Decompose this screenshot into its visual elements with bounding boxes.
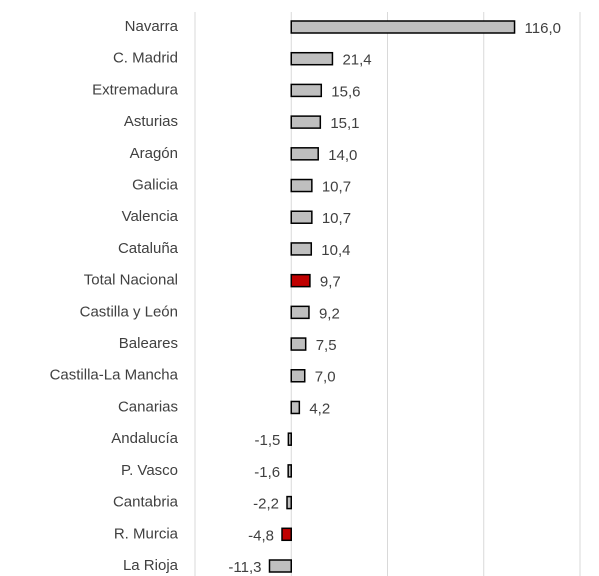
value-label: 9,2: [319, 305, 340, 322]
value-label: 4,2: [309, 400, 330, 417]
category-label: R. Murcia: [114, 525, 179, 542]
value-label: -1,6: [254, 464, 280, 481]
value-label: 7,0: [315, 369, 336, 386]
category-label: Cataluña: [118, 240, 179, 257]
bar: [286, 495, 293, 510]
value-label: 10,7: [322, 210, 351, 227]
category-label: Canarias: [118, 398, 178, 415]
bar: [290, 115, 322, 129]
value-label: 7,5: [316, 337, 337, 354]
category-label: Baleares: [119, 335, 178, 352]
bar: [287, 432, 292, 446]
category-label: Aragón: [130, 145, 178, 162]
bar: [287, 464, 293, 478]
value-label: 15,6: [331, 83, 360, 100]
category-label: Valencia: [122, 208, 179, 225]
category-label: Galicia: [132, 176, 179, 193]
category-label: La Rioja: [123, 557, 179, 574]
category-label: C. Madrid: [113, 50, 178, 67]
value-label: -11,3: [228, 559, 261, 576]
value-label: -1,5: [255, 432, 281, 449]
bar: [290, 305, 310, 320]
value-label: 116,0: [525, 20, 561, 37]
bar: [290, 337, 307, 351]
bar: [290, 147, 319, 161]
value-label: 9,7: [320, 274, 341, 291]
bar: [290, 20, 516, 34]
value-label: 21,4: [342, 52, 371, 69]
category-label: Extremadura: [92, 81, 179, 98]
bar: [290, 210, 313, 224]
category-label: Andalucía: [111, 430, 178, 447]
value-label: -2,2: [253, 496, 279, 513]
bar: [290, 178, 313, 193]
category-label: P. Vasco: [121, 462, 178, 479]
value-label: 10,4: [321, 242, 350, 259]
category-label: Asturias: [124, 113, 178, 130]
bar: [290, 273, 311, 288]
bar: [290, 369, 306, 383]
value-label: 15,1: [330, 115, 359, 132]
category-label: Cantabria: [113, 494, 179, 511]
category-label: Castilla-La Mancha: [50, 367, 179, 384]
value-label: 10,7: [322, 178, 351, 195]
bar: [281, 527, 293, 542]
bar: [290, 400, 301, 415]
bar: [290, 83, 323, 98]
bar: [290, 51, 334, 66]
bar: [268, 559, 292, 573]
category-label: Navarra: [125, 18, 179, 35]
value-label: 14,0: [328, 147, 357, 164]
bar: [290, 242, 313, 256]
category-label: Castilla y León: [80, 303, 178, 320]
category-label: Total Nacional: [84, 272, 178, 289]
value-label: -4,8: [248, 527, 274, 544]
